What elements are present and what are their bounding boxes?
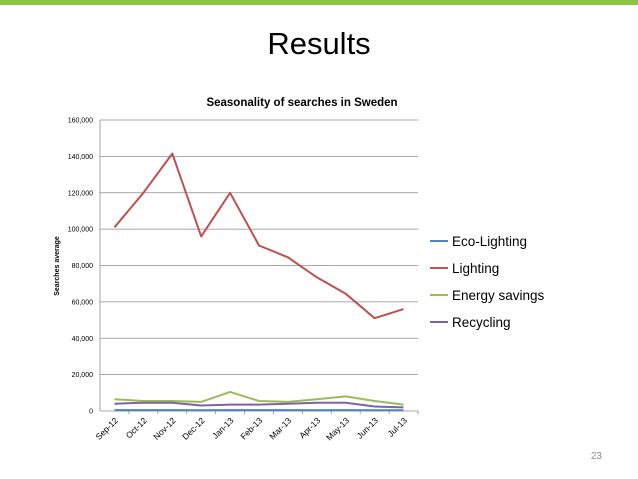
series-line-lighting (113, 152, 404, 320)
y-tick-label: 0 (89, 409, 93, 416)
slide-number: 23 (590, 451, 602, 462)
legend-label: Lighting (452, 261, 499, 276)
slide-title: Results (267, 26, 371, 61)
x-tick-label: Dec-12 (180, 415, 207, 442)
x-tick-label: May-13 (324, 415, 351, 442)
y-tick-label: 40,000 (72, 336, 94, 343)
gridlines (99, 119, 418, 412)
y-axis-ticks: 0 20,000 40,000 60,000 80,000 100,000 120,000 1… (68, 118, 93, 416)
y-axis-label: Searches average (54, 236, 61, 296)
legend-label: Recycling (452, 315, 511, 330)
y-tick-label: 20,000 (72, 372, 94, 379)
x-tick-label: Jul-13 (386, 415, 410, 439)
x-tick-label: Jun-13 (355, 415, 381, 441)
top-accent-bar (0, 0, 638, 5)
chart-title: Seasonality of searches in Sweden (206, 97, 397, 109)
y-tick-label: 160,000 (68, 118, 93, 125)
x-tick-label: Oct-12 (124, 415, 149, 440)
series-line-energy-savings (114, 390, 404, 406)
legend-label: Eco-Lighting (452, 234, 527, 249)
y-tick-label: 100,000 (68, 227, 93, 234)
series-lines (113, 152, 404, 412)
x-tick-label: Apr-13 (297, 415, 322, 440)
legend: Eco-Lighting Lighting Energy savings Recycl… (430, 234, 545, 330)
y-tick-label: 60,000 (72, 299, 94, 306)
y-tick-label: 120,000 (68, 190, 93, 197)
y-tick-label: 80,000 (72, 263, 94, 270)
legend-label: Energy savings (452, 288, 545, 303)
x-axis-ticks: Sep-12 Oct-12 Nov-12 Dec-12 Jan-13 Feb-13 Mar-… (93, 411, 419, 442)
x-tick-label: Nov-12 (151, 415, 178, 442)
y-tick-label: 140,000 (68, 154, 93, 161)
x-tick-label: Mar-13 (267, 415, 293, 441)
x-tick-label: Sep-12 (93, 415, 120, 442)
x-tick-label: Feb-13 (238, 415, 264, 441)
x-tick-label: Jan-13 (210, 415, 236, 441)
series-line-recycling (114, 401, 404, 409)
